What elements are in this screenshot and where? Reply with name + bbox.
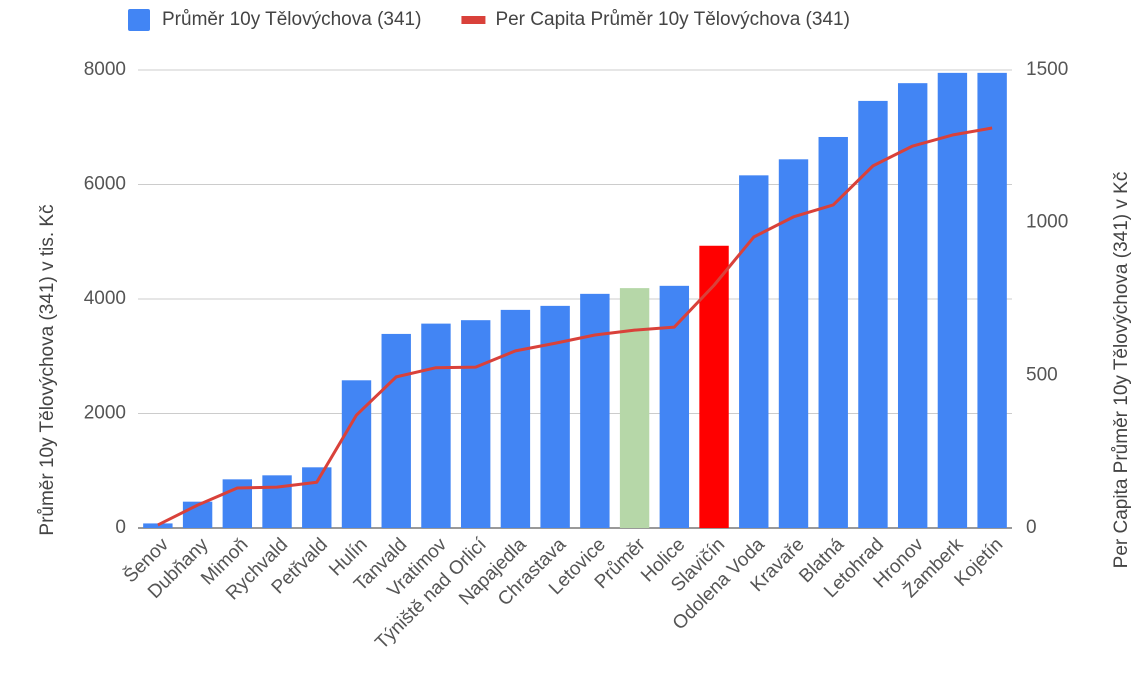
y-axis-title: Průměr 10y Tělovýchova (341) v tis. Kč	[37, 204, 58, 535]
bar	[818, 136, 848, 529]
line	[157, 126, 993, 527]
bar	[143, 523, 173, 528]
legend-label: Per Capita Průměr 10y Tělovýchova (341)	[495, 9, 849, 30]
y-tick-label: 6000	[84, 174, 126, 195]
bar	[699, 245, 729, 528]
y-tick-label: 8000	[84, 59, 126, 80]
bar	[580, 293, 610, 528]
bar	[421, 323, 451, 528]
y2-axis-title: Per Capita Průměr 10y Tělovýchova (341) …	[1111, 172, 1132, 569]
bar	[659, 285, 690, 528]
bar	[460, 320, 491, 528]
y-tick-label: 2000	[84, 403, 126, 424]
y2-tick-label: 1000	[1026, 212, 1068, 233]
bar	[937, 72, 968, 529]
bar	[858, 100, 888, 528]
bar	[540, 305, 570, 528]
legend-swatch	[128, 9, 150, 31]
bar	[262, 475, 292, 528]
bar	[619, 288, 650, 528]
y-tick-label: 0	[115, 517, 126, 538]
y2-tick-label: 0	[1026, 517, 1037, 538]
y-tick-label: 4000	[84, 288, 126, 309]
bar	[341, 380, 372, 528]
bar	[381, 333, 411, 528]
bar	[302, 467, 332, 528]
y2-tick-label: 1500	[1026, 59, 1068, 80]
bar	[500, 309, 531, 528]
bar	[897, 83, 928, 528]
bar	[977, 72, 1007, 529]
legend-label: Průměr 10y Tělovýchova (341)	[162, 9, 421, 30]
legend-swatch	[461, 16, 486, 24]
bar	[739, 175, 769, 528]
y2-tick-label: 500	[1026, 364, 1058, 385]
